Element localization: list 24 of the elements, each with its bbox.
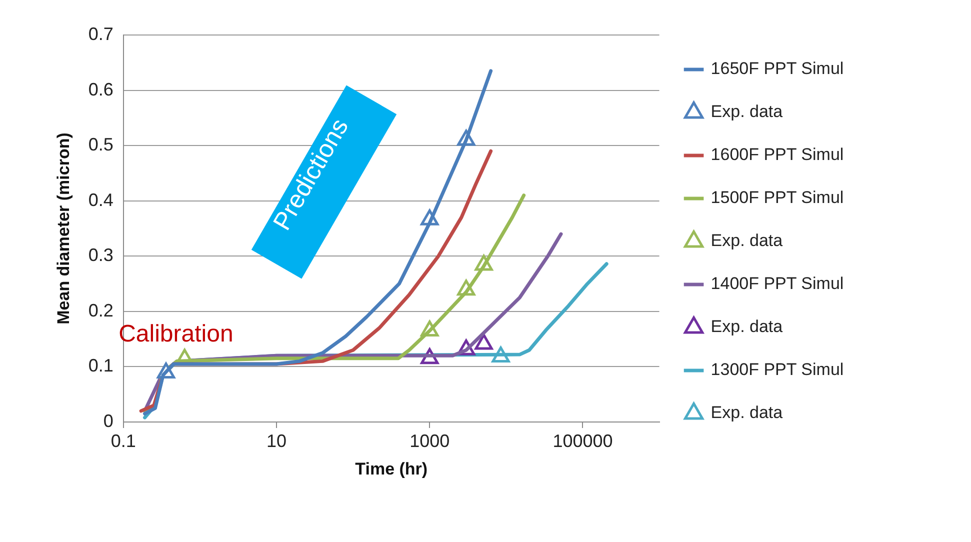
x-tick-label: 1000 bbox=[410, 430, 450, 451]
legend-label: Exp. data bbox=[710, 403, 784, 422]
legend-label: Exp. data bbox=[710, 317, 784, 336]
legend-label: 1650F PPT Simul bbox=[710, 59, 844, 78]
legend-label: 1500F PPT Simul bbox=[710, 188, 844, 208]
y-tick-label: 0.4 bbox=[88, 190, 114, 210]
y-tick-label: 0 bbox=[103, 410, 114, 431]
legend-label: Exp. data bbox=[710, 102, 784, 122]
y-tick-label: 0.6 bbox=[88, 79, 114, 100]
y-tick-label: 0.1 bbox=[88, 356, 114, 376]
legend-label: 1400F PPT Simul bbox=[710, 274, 844, 294]
x-tick-label: 10 bbox=[266, 430, 287, 451]
legend-label: Exp. data bbox=[710, 231, 784, 250]
y-tick-label: 0.3 bbox=[88, 245, 114, 266]
y-tick-label: 0.7 bbox=[88, 24, 114, 44]
y-tick-label: 0.2 bbox=[88, 300, 114, 320]
y-tick-label: 0.5 bbox=[88, 134, 114, 155]
x-axis-title: Time (hr) bbox=[355, 459, 428, 478]
annotation: Calibration bbox=[118, 320, 234, 348]
x-tick-label: 100000 bbox=[552, 430, 613, 451]
x-tick-label: 0.1 bbox=[110, 430, 136, 451]
y-axis-title: Mean diameter (micron) bbox=[54, 132, 73, 324]
legend-label: 1300F PPT Simul bbox=[710, 360, 844, 380]
legend-label: 1600F PPT Simul bbox=[710, 145, 844, 164]
